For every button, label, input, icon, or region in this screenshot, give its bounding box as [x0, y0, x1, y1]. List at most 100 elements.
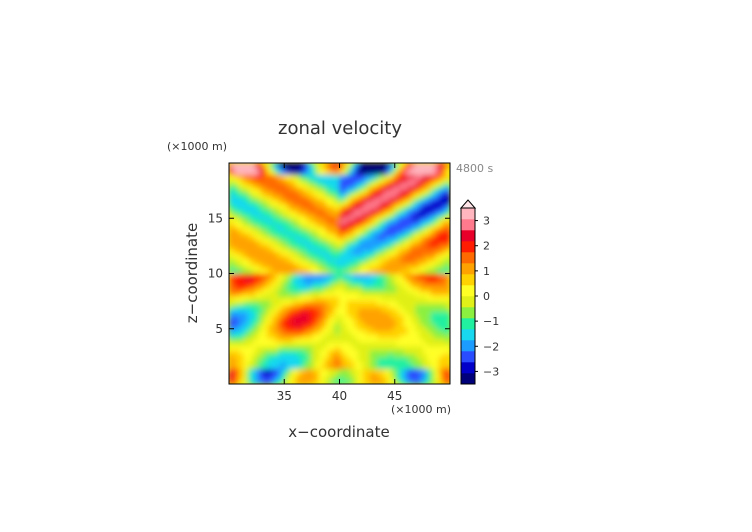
field-cell: [301, 334, 306, 339]
field-cell: [240, 349, 245, 354]
field-cell: [422, 322, 428, 328]
field-cell: [358, 368, 363, 373]
field-cell: [365, 353, 371, 358]
field-cell: [281, 360, 287, 366]
field-cell: [255, 311, 260, 316]
field-cell: [438, 288, 443, 293]
field-cell: [312, 219, 318, 225]
field-cell: [403, 196, 409, 202]
field-cell: [297, 208, 302, 213]
field-cell: [407, 356, 413, 362]
field-cell: [373, 257, 378, 263]
field-cell: [396, 353, 401, 358]
field-cell: [266, 299, 272, 305]
field-cell: [438, 276, 443, 282]
field-cell: [255, 341, 260, 347]
field-cell: [407, 280, 413, 286]
field-cell: [289, 204, 295, 210]
field-cell: [297, 200, 302, 206]
field-cell: [255, 185, 260, 191]
field-cell: [270, 227, 276, 232]
field-cell: [312, 254, 318, 259]
field-cell: [266, 212, 272, 217]
field-cell: [358, 163, 363, 168]
field-cell: [392, 360, 398, 366]
field-cell: [293, 254, 298, 259]
field-cell: [342, 315, 348, 320]
field-cell: [361, 280, 367, 286]
field-cell: [281, 276, 287, 282]
field-cell: [262, 364, 268, 370]
field-cell: [388, 185, 394, 191]
field-cell: [289, 311, 295, 316]
field-cell: [251, 273, 257, 278]
field-cell: [346, 219, 352, 225]
field-cell: [365, 303, 371, 309]
field-cell: [251, 250, 257, 255]
field-cell: [323, 196, 329, 202]
field-cell: [369, 276, 375, 282]
field-cell: [274, 372, 279, 377]
field-cell: [358, 280, 363, 286]
field-cell: [411, 322, 417, 328]
field-cell: [438, 200, 443, 206]
field-cell: [369, 280, 375, 286]
field-cell: [400, 231, 405, 236]
field-cell: [422, 318, 428, 324]
field-cell: [426, 311, 432, 316]
field-cell: [415, 360, 420, 366]
field-cell: [247, 181, 253, 187]
field-cell: [278, 265, 283, 271]
field-cell: [251, 257, 257, 263]
field-cell: [255, 318, 260, 324]
field-cell: [373, 364, 378, 370]
field-cell: [377, 318, 382, 324]
field-cell: [285, 299, 291, 305]
field-cell: [441, 372, 447, 377]
field-cell: [266, 200, 272, 206]
field-cell: [354, 163, 359, 168]
field-cell: [236, 280, 241, 286]
field-cell: [323, 212, 329, 217]
field-cell: [354, 372, 359, 377]
field-cell: [339, 257, 344, 263]
field-cell: [229, 318, 234, 324]
field-cell: [281, 181, 287, 187]
field-cell: [243, 215, 249, 221]
field-cell: [384, 246, 390, 252]
field-cell: [316, 288, 321, 293]
field-cell: [289, 364, 295, 370]
field-cell: [407, 322, 413, 328]
field-cell: [350, 318, 356, 324]
field-cell: [346, 250, 352, 255]
field-cell: [262, 318, 268, 324]
field-cell: [419, 356, 424, 362]
field-cell: [281, 315, 287, 320]
field-cell: [323, 349, 329, 354]
field-cell: [262, 322, 268, 328]
field-cell: [445, 196, 450, 202]
field-cell: [384, 177, 390, 183]
field-cell: [293, 372, 298, 377]
field-cell: [243, 288, 249, 293]
field-cell: [377, 292, 382, 297]
field-cell: [407, 318, 413, 324]
field-cell: [377, 356, 382, 362]
field-cell: [251, 372, 257, 377]
field-cell: [251, 318, 257, 324]
field-cell: [320, 204, 325, 210]
field-cell: [327, 166, 333, 172]
field-cell: [361, 177, 367, 183]
field-cell: [289, 177, 295, 183]
field-cell: [419, 204, 424, 210]
field-cell: [301, 375, 306, 381]
field-cell: [445, 334, 450, 339]
field-cell: [407, 163, 413, 168]
field-cell: [396, 265, 401, 271]
field-cell: [422, 299, 428, 305]
field-cell: [339, 368, 344, 373]
field-cell: [377, 276, 382, 282]
field-cell: [335, 307, 340, 312]
field-cell: [308, 322, 314, 328]
field-cell: [304, 265, 310, 271]
